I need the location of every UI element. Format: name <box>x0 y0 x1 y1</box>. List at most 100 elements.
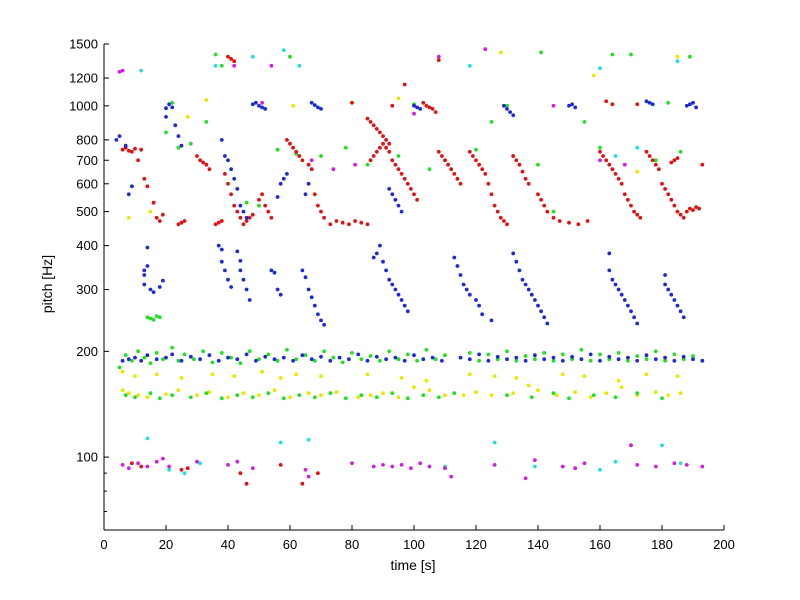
pitch-point-yellow <box>381 391 385 396</box>
pitch-point-red <box>672 158 677 163</box>
pitch-point-green <box>591 393 596 398</box>
pitch-point-green <box>653 349 658 354</box>
pitch-point-blue <box>694 105 698 110</box>
pitch-point-cyan <box>213 63 218 68</box>
pitch-point-red <box>657 167 661 172</box>
pitch-point-blue <box>275 287 280 292</box>
pitch-point-blue <box>688 102 692 107</box>
pitch-point-green <box>154 314 159 318</box>
x-tick-label: 120 <box>465 537 487 552</box>
pitch-point-blue <box>495 354 500 359</box>
pitch-point-blue <box>374 251 379 256</box>
pitch-point-red <box>207 167 212 172</box>
x-tick-label: 0 <box>100 537 107 552</box>
pitch-point-red <box>440 154 444 158</box>
y-tick-label: 600 <box>76 176 98 191</box>
pitch-point-yellow <box>616 378 621 383</box>
pitch-point-blue <box>303 275 308 280</box>
pitch-point-magenta <box>443 466 447 471</box>
pitch-point-green <box>157 315 162 320</box>
pitch-point-green <box>539 50 543 55</box>
pitch-point-yellow <box>644 372 649 377</box>
pitch-point-cyan <box>635 145 640 150</box>
x-axis-ticks: 0 20 40 60 80 100 120 140 160 180 200 <box>100 525 735 552</box>
pitch-point-red <box>452 172 457 176</box>
pitch-point-green <box>148 316 153 321</box>
pitch-point-green <box>660 396 664 401</box>
pitch-point-red <box>297 154 302 158</box>
pitch-point-magenta <box>436 54 441 59</box>
pitch-point-green <box>616 351 621 355</box>
pitch-point-red <box>232 59 237 64</box>
pitch-point-blue <box>396 292 401 297</box>
pitch-point-blue <box>130 184 134 189</box>
pitch-point-red <box>378 145 382 150</box>
pitch-point-green <box>170 345 175 350</box>
pitch-point-red <box>489 192 494 197</box>
axes-frame <box>103 44 724 531</box>
pitch-point-red <box>260 192 264 197</box>
pitch-point-green <box>644 357 649 362</box>
pitch-point-red <box>502 219 506 223</box>
pitch-point-green <box>340 360 345 365</box>
y-tick-label: 700 <box>76 153 98 168</box>
y-tick-label: 400 <box>76 238 98 253</box>
pitch-point-red <box>607 162 612 167</box>
pitch-point-green <box>219 351 224 355</box>
pitch-point-magenta <box>350 461 354 466</box>
pitch-point-green <box>688 54 692 59</box>
pitch-point-blue <box>684 103 689 108</box>
pitch-point-green <box>157 396 162 401</box>
pitch-point-blue <box>263 354 268 359</box>
pitch-point-yellow <box>133 374 137 378</box>
pitch-point-green <box>343 396 348 401</box>
pitch-point-red <box>347 222 351 227</box>
pitch-point-blue <box>235 357 240 362</box>
pitch-point-yellow <box>294 372 299 377</box>
pitch-point-blue <box>613 282 618 287</box>
x-axis-label: time [s] <box>390 557 435 573</box>
pitch-point-red <box>219 219 224 223</box>
pitch-point-blue <box>629 309 633 314</box>
x-tick-label: 80 <box>345 537 359 552</box>
pitch-point-cyan <box>198 461 203 466</box>
pitch-point-red <box>688 206 692 211</box>
pitch-point-cyan <box>297 63 302 68</box>
pitch-point-green <box>626 358 630 363</box>
pitch-point-red <box>334 219 339 223</box>
pitch-point-cyan <box>678 461 683 466</box>
pitch-point-red <box>526 181 531 186</box>
pitch-point-green <box>678 149 683 154</box>
pitch-point-blue <box>681 315 686 320</box>
pitch-point-green <box>247 349 252 354</box>
pitch-point-blue <box>312 303 317 308</box>
pitch-point-yellow <box>120 388 125 393</box>
pitch-point-red <box>247 215 252 220</box>
pitch-point-yellow <box>573 390 578 395</box>
pitch-point-red <box>195 154 199 158</box>
pitch-point-blue <box>607 354 612 359</box>
pitch-point-blue <box>672 358 677 363</box>
pitch-point-green <box>275 358 280 363</box>
pitch-point-magenta <box>269 63 274 68</box>
pitch-point-blue <box>161 278 165 283</box>
pitch-point-red <box>136 158 141 163</box>
pitch-point-cyan <box>250 54 255 59</box>
pitch-point-red <box>585 219 590 223</box>
pitch-point-red <box>133 146 137 151</box>
pitch-point-red <box>390 158 395 163</box>
pitch-point-blue <box>164 115 168 119</box>
pitch-point-red <box>390 103 395 108</box>
pitch-point-green <box>303 353 308 358</box>
pitch-point-red <box>244 481 249 486</box>
pitch-point-yellow <box>467 372 472 377</box>
pitch-point-green <box>285 347 289 352</box>
pitch-point-blue <box>260 105 264 110</box>
pitch-point-blue <box>393 287 398 292</box>
pitch-point-blue <box>647 100 652 105</box>
pitch-point-red <box>223 172 227 176</box>
pitch-point-blue <box>616 357 621 362</box>
pitch-point-yellow <box>675 374 680 378</box>
pitch-point-magenta <box>533 458 537 463</box>
pitch-point-blue <box>514 355 519 360</box>
